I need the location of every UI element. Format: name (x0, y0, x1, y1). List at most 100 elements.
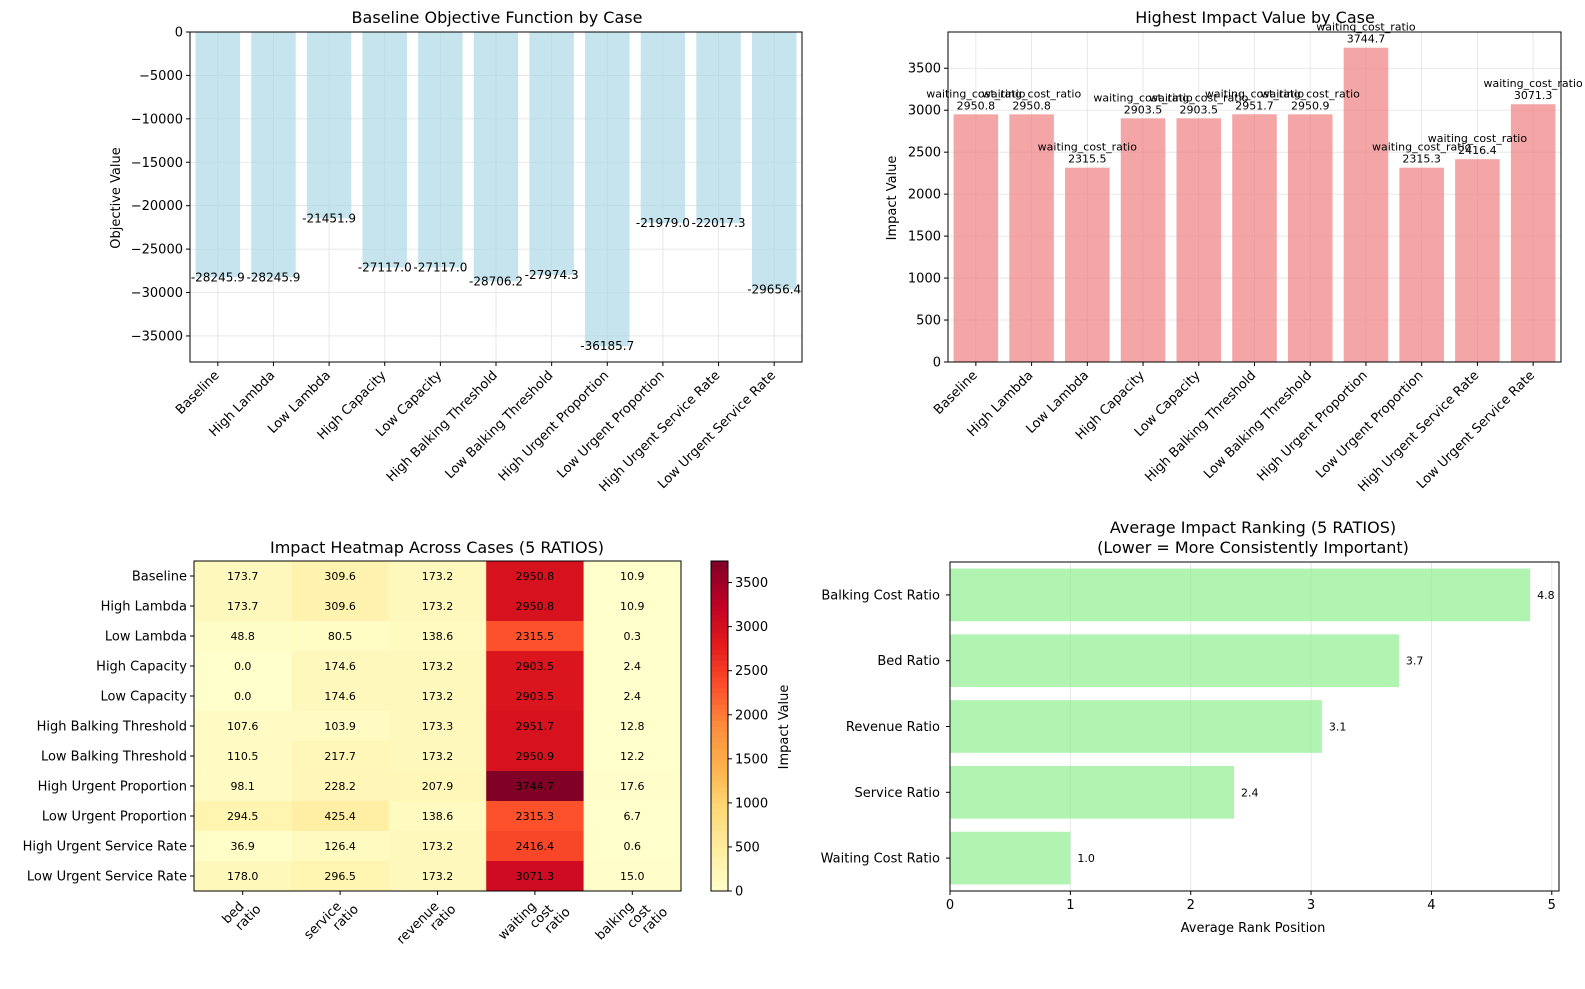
colorbar-segment (711, 825, 728, 832)
cell-value: 3071.3 (516, 870, 555, 883)
colorbar-segment (711, 588, 728, 595)
cell-value: 0.0 (234, 690, 252, 703)
cell-value: 98.1 (230, 780, 255, 793)
heatmap-cell (291, 741, 390, 772)
data-label: -22017.3 (692, 216, 746, 230)
heatmap-cell (291, 801, 390, 832)
colorbar-segment (711, 583, 728, 590)
heatmap-cell (194, 801, 292, 832)
y-tick-label: Revenue Ratio (846, 720, 940, 735)
colorbar-segment (711, 665, 728, 672)
colorbar-segment (711, 709, 728, 716)
x-tick-label: Low Urgent Service Rate (655, 368, 779, 492)
colorbar-segment (711, 792, 728, 799)
cell-value: 103.9 (324, 720, 356, 733)
heatmap-cell (388, 771, 487, 802)
y-tick-label: Service Ratio (854, 786, 940, 801)
y-tick-label: −5000 (139, 69, 183, 84)
bar (585, 32, 630, 347)
cell-value: 173.2 (422, 690, 454, 703)
bar (195, 32, 241, 278)
cell-value: 425.4 (324, 810, 356, 823)
cell-value: 217.7 (324, 750, 356, 763)
colorbar-segment (711, 638, 728, 645)
bar (418, 32, 463, 268)
data-label: 2951.7 (1235, 99, 1274, 112)
baseline-chart-title: Baseline Objective Function by Case (352, 8, 643, 27)
heatmap-cell (486, 681, 585, 712)
heatmap-cell (194, 591, 292, 622)
colorbar-segment (711, 720, 728, 727)
cell-value: 0.0 (234, 660, 252, 673)
x-tick-label: 3 (1307, 898, 1315, 913)
cell-value: 309.6 (324, 570, 356, 583)
y-tick-label: 1000 (908, 272, 941, 287)
data-label: 2950.8 (1012, 99, 1051, 112)
colorbar-segment (711, 577, 728, 584)
heatmap-cell (486, 621, 585, 652)
colorbar-segment (711, 643, 728, 650)
data-label: -21451.9 (302, 211, 356, 225)
heatmap-cell (583, 591, 682, 622)
heatmap-cell (194, 651, 292, 682)
heatmap-cell (486, 591, 585, 622)
colorbar-segment (711, 869, 728, 876)
colorbar-segment (711, 561, 728, 568)
factor-label: waiting_cost_ratio (1093, 91, 1193, 104)
row-label: Low Lambda (105, 630, 187, 645)
heatmap-cell (583, 861, 682, 892)
colorbar-segment (711, 880, 728, 887)
cell-value: 296.5 (324, 870, 356, 883)
colorbar-tick-label: 2000 (735, 708, 768, 723)
heatmap-cell (291, 561, 390, 592)
y-tick-label: Bed Ratio (877, 654, 940, 669)
heatmap-cell (388, 831, 487, 862)
y-tick-label: −35000 (131, 329, 183, 344)
data-label: 3071.3 (1514, 89, 1553, 102)
data-label: 1.0 (1077, 852, 1095, 865)
cell-value: 80.5 (328, 630, 353, 643)
cell-value: 173.2 (422, 870, 454, 883)
x-tick-label: Low Balking Threshold (443, 368, 557, 482)
y-tick-label: 3500 (908, 62, 941, 77)
heatmap-cell (388, 651, 487, 682)
data-label: -27117.0 (358, 260, 412, 274)
cell-value: 15.0 (620, 870, 645, 883)
bar (950, 568, 1531, 622)
colorbar-segment (711, 693, 728, 700)
heatmap-cell (583, 771, 682, 802)
colorbar-segment (711, 671, 728, 678)
bar (696, 32, 741, 224)
bar (473, 32, 519, 282)
cell-value: 174.6 (324, 690, 356, 703)
x-tick-label: High Balking Threshold (1142, 368, 1259, 485)
colorbar-segment (711, 654, 728, 661)
average-ranking-chart: Average Impact Ranking (5 RATIOS) (Lower… (821, 518, 1560, 936)
row-label: Low Balking Threshold (41, 750, 187, 765)
x-tick-label: High Balking Threshold (384, 368, 501, 485)
data-label: -28706.2 (469, 274, 523, 288)
data-label: -27974.3 (525, 268, 579, 282)
data-label: 3.1 (1329, 721, 1347, 734)
x-tick-label: 4 (1427, 898, 1435, 913)
colorbar-tick-label: 1500 (735, 752, 768, 767)
data-label: 2903.5 (1124, 103, 1163, 116)
cell-value: 173.7 (227, 600, 259, 613)
colorbar-segment (711, 594, 728, 601)
x-tick-label: 5 (1548, 898, 1556, 913)
colorbar-segment (711, 863, 728, 870)
heatmap-cell (291, 771, 390, 802)
heatmap-cell (194, 861, 292, 892)
heatmap-cell (388, 591, 487, 622)
bar (950, 700, 1322, 753)
heatmap-cell (194, 741, 292, 772)
y-tick-label: −10000 (131, 112, 183, 127)
ranking-title: Average Impact Ranking (5 RATIOS) (1110, 518, 1396, 537)
heatmap-cell (194, 711, 292, 742)
colorbar-tick-label: 500 (735, 840, 760, 855)
cell-value: 228.2 (324, 780, 356, 793)
colorbar-segment (711, 704, 728, 711)
cell-value: 2950.8 (516, 600, 555, 613)
